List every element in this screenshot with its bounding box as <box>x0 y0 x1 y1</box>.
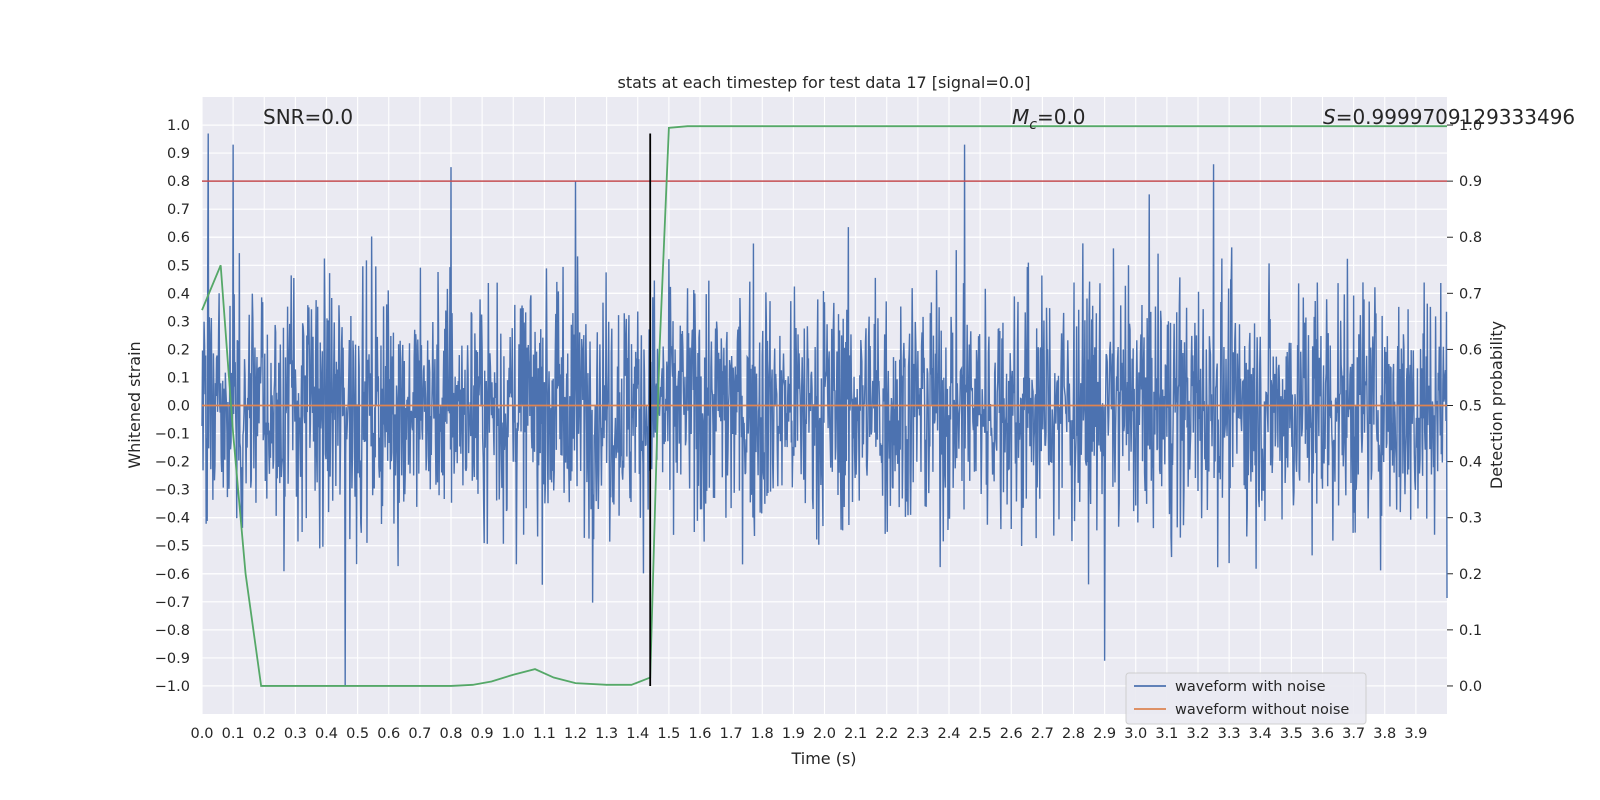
x-tick-label: 3.0 <box>1124 726 1147 742</box>
y-tick-label-right: 0.9 <box>1459 174 1482 190</box>
series-waveform-with-noise <box>201 133 1448 686</box>
y-tick-label-left: −1.0 <box>155 679 190 695</box>
x-tick-label: 0.6 <box>377 726 400 742</box>
x-tick-label: 1.8 <box>751 726 774 742</box>
y-tick-label-left: 0.1 <box>167 370 190 386</box>
x-tick-label: 2.7 <box>1031 726 1054 742</box>
x-tick-label: 3.4 <box>1249 726 1272 742</box>
x-tick-label: 2.8 <box>1062 726 1085 742</box>
legend-label-waveform-without-noise: waveform without noise <box>1175 702 1349 718</box>
y-tick-labels-left: 1.0 0.9 0.8 0.7 0.6 0.5 0.4 0.3 0.2 0.1 0.0 −0.1 −0.… <box>155 118 190 695</box>
x-axis-label: Time (s) <box>790 749 856 768</box>
x-tick-label: 3.2 <box>1186 726 1209 742</box>
x-tick-label: 2.1 <box>844 726 867 742</box>
x-tick-label: 3.6 <box>1311 726 1334 742</box>
plot-series <box>201 125 1448 687</box>
y-tick-label-left: −0.7 <box>155 595 190 611</box>
x-tick-label: 0.9 <box>471 726 494 742</box>
x-tick-label: 0.4 <box>315 726 338 742</box>
y-tick-label-left: −0.4 <box>155 511 190 527</box>
x-tick-label: 1.1 <box>533 726 556 742</box>
x-tick-label: 3.9 <box>1404 726 1427 742</box>
chirp-mass-annotation: Mc=0.0 <box>1012 105 1086 133</box>
y-tick-label-left: −0.2 <box>155 455 190 471</box>
x-tick-label: 2.0 <box>813 726 836 742</box>
x-tick-label: 1.2 <box>564 726 587 742</box>
y-tick-label-right: 0.4 <box>1459 455 1482 471</box>
legend-box <box>1125 672 1367 725</box>
y-tick-label-left: 0.9 <box>167 146 190 162</box>
y-tick-label-right: 0.1 <box>1459 623 1482 639</box>
chirp-mass-symbol: M <box>1012 105 1029 129</box>
y-tick-label-left: 0.7 <box>167 202 190 218</box>
x-tick-label: 2.2 <box>875 726 898 742</box>
y-tick-label-left: 0.0 <box>167 399 190 415</box>
y-tick-label-right: 0.7 <box>1459 286 1482 302</box>
x-tick-label: 2.5 <box>969 726 992 742</box>
legend-label-waveform-with-noise: waveform with noise <box>1175 679 1326 695</box>
y-tick-label-right: 0.5 <box>1459 399 1482 415</box>
y-tick-label-right: 0.6 <box>1459 342 1482 358</box>
x-tick-label: 1.5 <box>657 726 680 742</box>
x-tick-label: 0.0 <box>190 726 213 742</box>
series-detection-probability <box>201 125 1447 687</box>
y-tick-label-left: −0.5 <box>155 539 190 555</box>
x-tick-label: 1.6 <box>688 726 711 742</box>
x-tick-label: 1.3 <box>595 726 618 742</box>
x-tick-label: 0.5 <box>346 726 369 742</box>
chirp-mass-subscript: c <box>1029 117 1037 133</box>
x-tick-label: 2.9 <box>1093 726 1116 742</box>
y-tick-label-left: 0.4 <box>167 286 190 302</box>
y-tick-label-left: −0.1 <box>155 427 190 443</box>
y-tick-label-right: 0.8 <box>1459 230 1482 246</box>
x-tick-label: 3.3 <box>1218 726 1241 742</box>
x-tick-label: 0.8 <box>439 726 462 742</box>
x-tick-label: 0.1 <box>222 726 245 742</box>
score-symbol: S <box>1323 105 1336 129</box>
x-tick-label: 2.4 <box>937 726 960 742</box>
y-tick-label-left: 0.3 <box>167 314 190 330</box>
y-tick-label-left: −0.9 <box>155 651 190 667</box>
x-tick-label: 3.8 <box>1373 726 1396 742</box>
y-tick-labels-right: 1.0 0.9 0.8 0.7 0.6 0.5 0.4 0.3 0.2 0.1 0.0 <box>1459 118 1482 695</box>
x-tick-label: 1.4 <box>626 726 649 742</box>
y-axis-label-right: Detection probability <box>1487 321 1506 489</box>
y-tick-label-left: −0.6 <box>155 567 190 583</box>
y-tick-label-left: −0.3 <box>155 483 190 499</box>
y-tick-label-left: 0.5 <box>167 258 190 274</box>
x-tick-label: 3.5 <box>1280 726 1303 742</box>
y-tick-label-left: 0.6 <box>167 230 190 246</box>
chart-title: stats at each timestep for test data 17 … <box>618 73 1031 92</box>
x-tick-labels: 0.0 0.1 0.2 0.3 0.4 0.5 0.6 0.7 0.8 0.9 1.0 1.1 1.2 1… <box>190 726 1427 742</box>
snr-annotation: SNR=0.0 <box>263 105 353 129</box>
x-tick-label: 1.7 <box>720 726 743 742</box>
y-tick-label-right: 0.0 <box>1459 679 1482 695</box>
chirp-mass-value: =0.0 <box>1037 105 1086 129</box>
y-tick-label-right: 1.0 <box>1459 118 1482 134</box>
y-tick-label-left: 0.2 <box>167 342 190 358</box>
score-value: =0.9999709129333496 <box>1336 105 1575 129</box>
x-tick-label: 0.3 <box>284 726 307 742</box>
y-tick-label-right: 0.2 <box>1459 567 1482 583</box>
y-tick-label-right: 0.3 <box>1459 511 1482 527</box>
y-tick-label-left: −0.8 <box>155 623 190 639</box>
x-tick-label: 1.9 <box>782 726 805 742</box>
x-tick-label: 3.1 <box>1155 726 1178 742</box>
x-tick-label: 1.0 <box>502 726 525 742</box>
x-tick-label: 2.6 <box>1000 726 1023 742</box>
score-annotation: S=0.9999709129333496 <box>1323 105 1575 129</box>
legend: waveform with noise waveform without noi… <box>1125 672 1367 725</box>
x-tick-label: 3.7 <box>1342 726 1365 742</box>
x-tick-label: 0.7 <box>408 726 431 742</box>
y-tick-label-left: 1.0 <box>167 118 190 134</box>
x-tick-label: 0.2 <box>253 726 276 742</box>
y-tick-label-left: 0.8 <box>167 174 190 190</box>
x-tick-label: 2.3 <box>906 726 929 742</box>
y-axis-label-left: Whitened strain <box>125 341 144 468</box>
